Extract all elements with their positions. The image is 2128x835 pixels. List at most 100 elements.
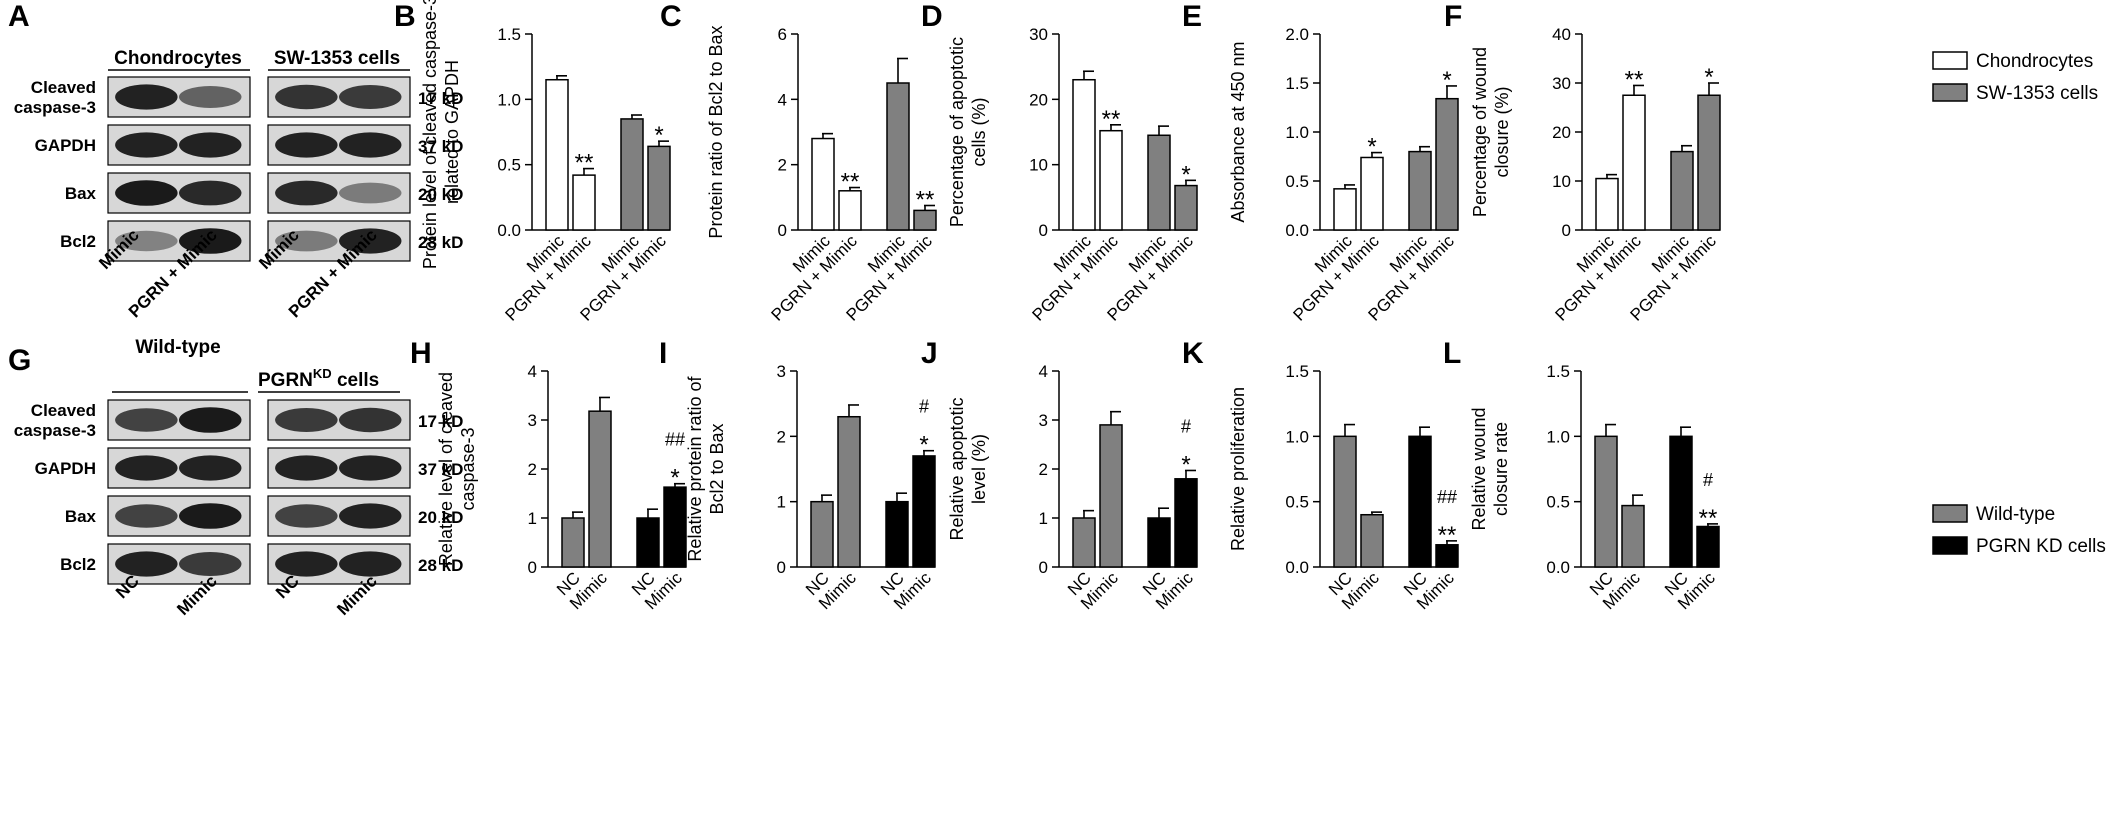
y-axis-label: Relative wound [1469,407,1489,530]
panel-letter: L [1443,337,1461,370]
blot-band [339,503,402,529]
y-axis-label: Protein ratio of Bcl2 to Bax [706,25,726,238]
panel-g-blot: G Wild-type PGRNKD cells Cleaved caspase-… [8,337,463,619]
blot-row-label: Bcl2 [60,555,96,574]
blot-row-label-line: Cleaved [31,401,96,420]
bar [1435,97,1459,231]
y-axis-label: closure rate [1491,422,1511,516]
bar [1174,478,1198,568]
significance-mark: * [1704,64,1713,91]
blot-kd-label: 28 kD [418,233,463,252]
blot-g-rows: Cleaved caspase-3 17 kD GAPDH 37 kD Bax 20 kD B… [14,399,463,619]
y-axis-label: Relative protein ratio of [685,375,705,561]
bar [912,455,936,568]
y-tick-label: 0.5 [1285,172,1309,191]
bar [1697,94,1721,231]
y-tick-label: 0.5 [1285,493,1309,512]
y-tick-label: 1.5 [1285,362,1309,381]
bar [1099,129,1123,231]
bar [1670,150,1694,231]
blot-band [339,228,402,254]
blot-band [339,551,402,577]
y-tick-label: 0 [1562,221,1571,240]
blot-band [275,504,338,528]
blot-band [275,551,338,577]
y-axis-label: Percentage of wound [1470,47,1490,217]
blot-row-label-line: caspase-3 [14,421,96,440]
chart-b: B 0.0 0.5 1.0 1.5 Protein level of cleaved ca… [394,0,671,325]
y-tick-label: 0.0 [1546,558,1570,577]
chart-i: I 0 1 2 3 Relative protein ratio of Bcl2 to Ba… [659,337,936,613]
y-axis-label: cells (%) [969,97,989,166]
blot-kd-label: 17 kD [418,89,463,108]
bar [913,209,937,231]
y-axis-label: Relative proliferation [1228,387,1248,551]
y-tick-label: 40 [1552,25,1571,44]
blot-band [275,230,338,252]
blot-a-rows: Cleaved caspase-3 17 kD GAPDH 37 kD Bax 20 kD B… [14,76,463,321]
bar [1622,94,1646,231]
y-tick-label: 10 [1029,156,1048,175]
blot-band [179,503,242,529]
y-tick-label: 0 [1039,558,1048,577]
y-tick-label: 30 [1029,25,1048,44]
blot-row-label: GAPDH [35,459,96,478]
panel-letter: K [1182,337,1204,370]
blot-g-header-pgrn: PGRN [258,370,313,391]
y-tick-label: 3 [777,362,786,381]
blot-band [179,407,242,433]
bar [885,500,909,568]
y-tick-label: 1.5 [497,25,521,44]
y-tick-label: 0.5 [1546,493,1570,512]
panel-letter-a: A [8,0,30,33]
bar [1435,544,1459,568]
blot-row-label-line: Cleaved [31,78,96,97]
blot-kd-label: 20 kD [418,508,463,527]
blot-band [339,455,402,481]
bar [1174,184,1198,231]
legend-bottom-swatch-pgrn-kd [1932,536,1968,555]
significance-mark: ## [1437,487,1457,507]
y-tick-label: 10 [1552,172,1571,191]
panel-letter: J [921,337,938,370]
y-axis-label: Relative level of cleaved [436,372,456,566]
legend-top-swatch-chondrocytes [1932,51,1968,70]
y-axis-label: level (%) [969,434,989,504]
blot-row-label-line: caspase-3 [14,98,96,117]
y-axis-label: closure (%) [1492,86,1512,177]
y-axis-label: related to GAPDH [442,60,462,204]
blot-row-label: Cleaved caspase-3 [14,401,96,440]
y-axis-label: Absorbance at 450 nm [1228,41,1248,222]
bar [1072,517,1096,568]
y-tick-label: 0 [528,558,537,577]
significance-mark: * [654,122,663,149]
bar [1147,517,1171,568]
blot-band [179,86,242,108]
bar [1594,435,1618,568]
y-tick-label: 0 [778,221,787,240]
significance-mark: ** [916,187,935,214]
blot-band [275,180,338,206]
significance-mark: * [1442,67,1451,94]
blot-band [179,132,242,158]
blot-band [339,85,402,109]
blot-g-header-pgrn-kd: PGRNKD cells [258,366,379,391]
blot-band [339,407,402,433]
bar [810,500,834,568]
blot-row-label: Bcl2 [60,232,96,251]
legend-bottom-label-wild-type: Wild-type [1976,504,2055,525]
y-tick-label: 1.0 [1285,427,1309,446]
bar [1333,188,1357,231]
bar [1408,150,1432,231]
blot-g-header-cells: cells [332,370,380,391]
significance-mark: # [1181,416,1191,436]
blot-band [115,84,178,110]
significance-mark: ## [665,430,685,450]
blot-band [115,504,178,528]
blot-row-label-line: Bcl2 [60,555,96,574]
y-tick-label: 1 [528,509,537,528]
y-tick-label: 20 [1029,90,1048,109]
blot-row-label: Cleaved caspase-3 [14,78,96,117]
blot-band [115,180,178,206]
